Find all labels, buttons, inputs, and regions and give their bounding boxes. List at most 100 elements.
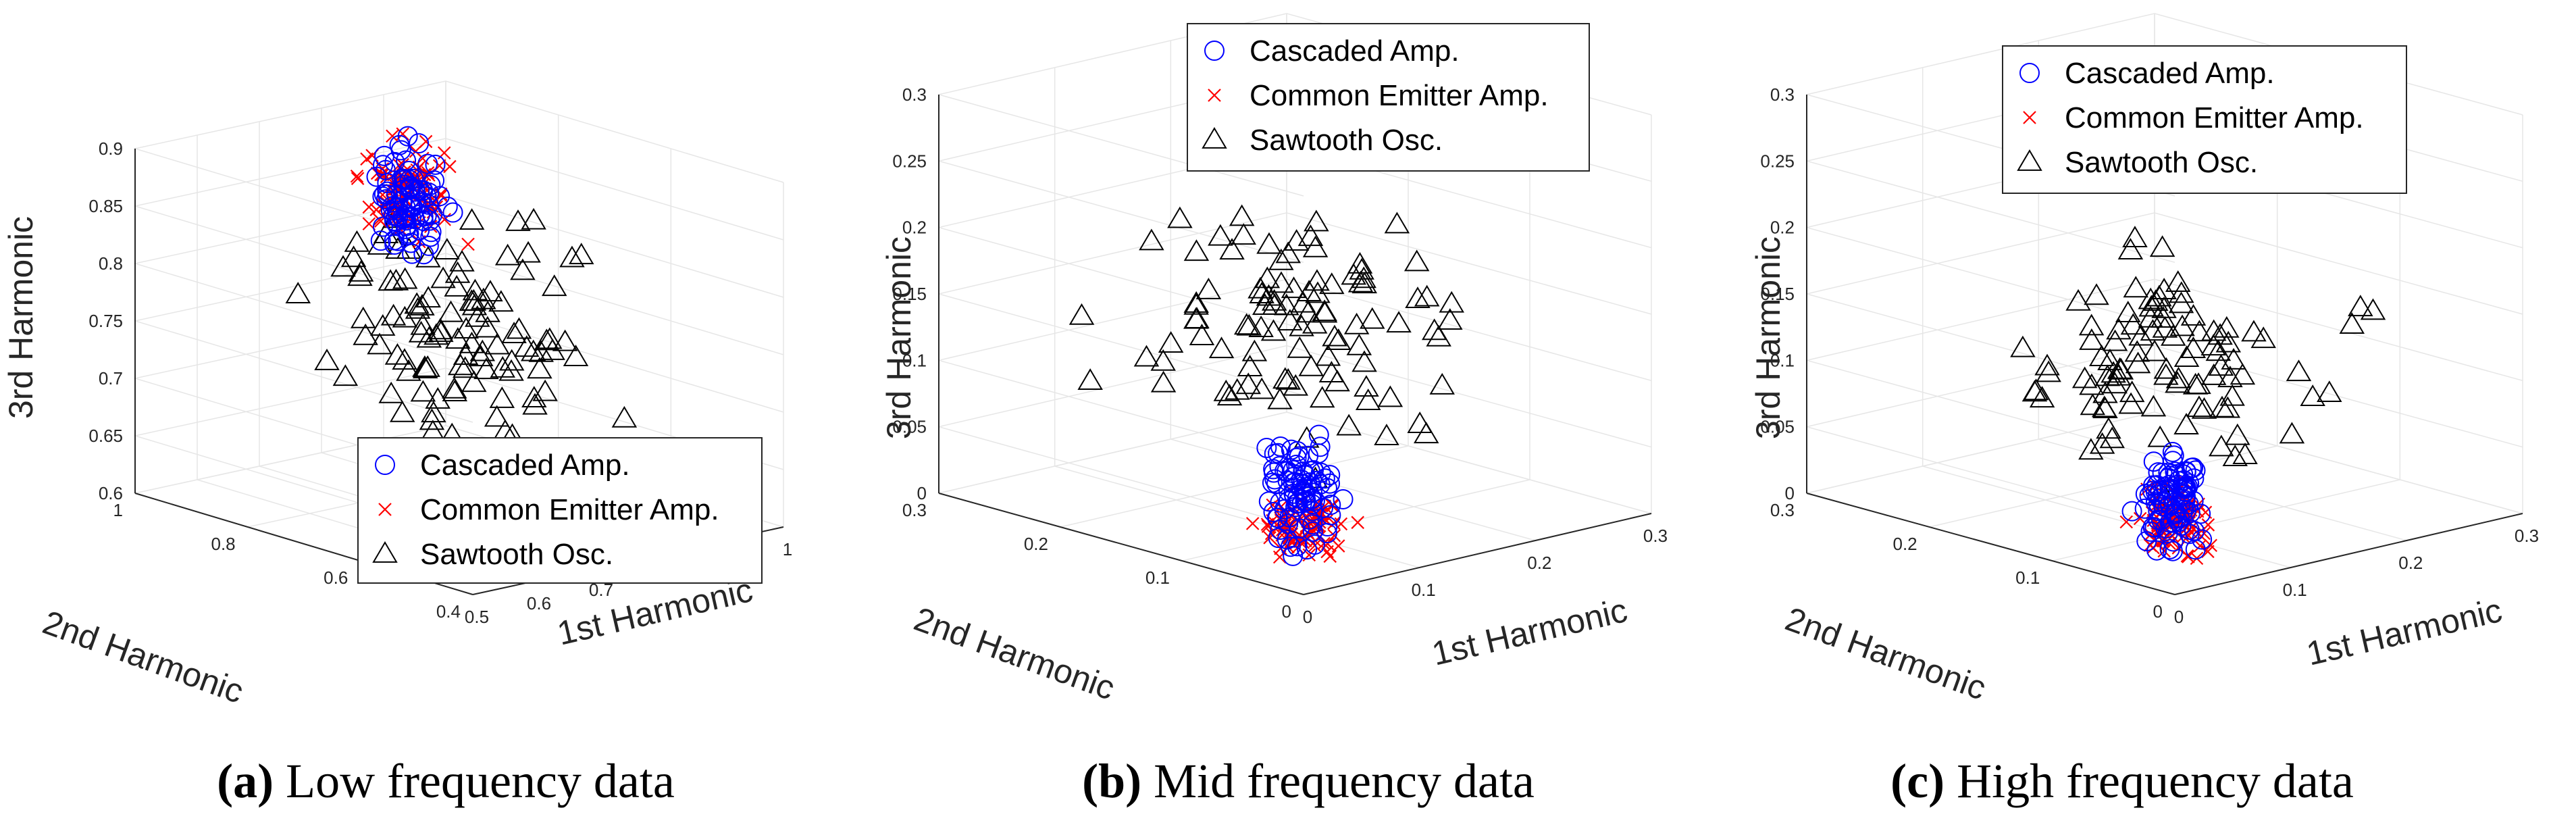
data-point: [1298, 445, 1319, 466]
data-point: [393, 209, 414, 230]
data-point: [420, 174, 441, 195]
data-point: [1295, 482, 1316, 503]
legend: Cascaded Amp. Common Emitter Amp. Sawtooth…: [2002, 45, 2407, 194]
data-point: [1229, 204, 1255, 226]
data-point: [1167, 206, 1193, 228]
data-point: [501, 322, 527, 343]
data-point: [1281, 276, 1307, 299]
data-point: [2142, 517, 2163, 538]
grid-line: [1806, 278, 2523, 463]
data-point: [386, 184, 407, 205]
data-point: [2193, 539, 2207, 553]
data-point: [475, 316, 500, 338]
data-point: [1354, 375, 1379, 397]
data-point: [1347, 252, 1373, 274]
data-point: [1236, 313, 1262, 336]
x-axis-line: [2174, 513, 2523, 595]
x-tick-label: 0.3: [2515, 526, 2539, 546]
data-point: [1351, 266, 1376, 288]
data-point: [332, 364, 359, 386]
data-point: [2201, 545, 2215, 559]
data-point: [2118, 392, 2144, 414]
data-point: [527, 357, 552, 379]
data-point: [383, 268, 409, 291]
data-point: [396, 359, 421, 381]
y-axis-label: 2nd Harmonic: [909, 600, 1120, 707]
data-point: [1351, 516, 1364, 530]
data-point: [611, 405, 638, 428]
x-axis-line: [1303, 513, 1652, 595]
data-point: [2157, 489, 2178, 510]
data-point: [1336, 413, 1362, 436]
data-point: [2192, 529, 2213, 550]
data-point: [1341, 263, 1366, 285]
data-point: [367, 332, 392, 355]
data-point: [2029, 386, 2055, 408]
legend-marker-triangle: [372, 541, 398, 563]
data-point: [2091, 395, 2117, 418]
data-point: [2084, 283, 2109, 305]
data-point: [2138, 287, 2163, 309]
data-point: [382, 196, 403, 217]
data-point: [2117, 238, 2144, 260]
data-point: [372, 155, 393, 176]
data-point: [2078, 438, 2104, 460]
z-tick-label: 0.3: [902, 84, 927, 105]
legend-box: [1187, 23, 1590, 172]
legend-box: [357, 437, 763, 584]
data-point: [494, 243, 521, 266]
data-point: [1314, 468, 1335, 489]
legend-entry: Sawtooth Osc.: [420, 538, 613, 571]
data-point: [417, 153, 438, 174]
data-point: [453, 343, 479, 366]
data-point: [415, 286, 441, 308]
data-point: [461, 237, 475, 251]
data-point: [2101, 361, 2126, 383]
grid-line: [133, 138, 784, 308]
y-axis-line: [1806, 493, 2175, 595]
data-point: [1426, 324, 1451, 347]
legend-marker-x: [1208, 89, 1221, 102]
data-point: [2190, 503, 2211, 524]
data-point: [2360, 298, 2386, 320]
data-point: [2208, 354, 2234, 376]
data-point: [2186, 372, 2211, 395]
data-point: [2191, 397, 2217, 419]
data-point: [388, 230, 409, 251]
x-tick-label: 0: [1303, 607, 1312, 627]
z-axis-label: 3rd Harmonic: [1749, 236, 1787, 439]
x-tick-label: 0.2: [2398, 553, 2423, 573]
data-point: [490, 355, 516, 378]
data-point: [1287, 536, 1308, 557]
data-point: [2147, 425, 2173, 447]
data-point: [2214, 316, 2240, 338]
legend-entry: Cascaded Amp.: [1250, 34, 1460, 68]
data-point: [1312, 519, 1326, 532]
data-point: [380, 303, 407, 326]
x-axis-label: 1st Harmonic: [1428, 591, 1631, 673]
data-point: [1195, 277, 1222, 299]
data-point: [419, 408, 445, 430]
grid-line: [133, 80, 784, 251]
data-point: [1403, 249, 1430, 272]
data-point: [1235, 372, 1262, 395]
x-tick-label: 0.2: [1527, 553, 1551, 573]
data-point: [1208, 336, 1235, 359]
data-point: [1263, 531, 1277, 545]
data-point: [1275, 241, 1301, 263]
y-tick-label: 1: [113, 500, 123, 520]
data-point: [428, 318, 453, 340]
data-point: [522, 393, 548, 415]
data-point: [2181, 457, 2202, 478]
data-point: [2185, 539, 2206, 560]
data-point: [532, 379, 558, 401]
data-point: [2164, 503, 2185, 524]
data-point: [2106, 318, 2132, 340]
data-point: [488, 290, 514, 312]
data-point: [1331, 539, 1345, 553]
data-point: [401, 207, 421, 228]
z-tick-label: 0.65: [88, 426, 123, 446]
legend: Cascaded Amp. Common Emitter Amp. Sawtooth…: [1187, 23, 1590, 172]
data-point: [398, 223, 419, 244]
data-point: [1219, 238, 1245, 260]
